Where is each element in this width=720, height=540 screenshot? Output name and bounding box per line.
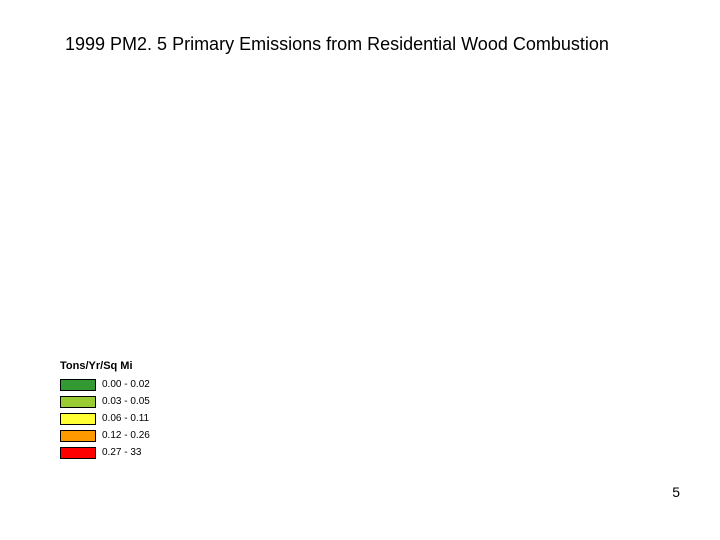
legend-label: 0.06 - 0.11 [102,413,149,424]
legend-swatch [60,379,96,391]
legend-label: 0.12 - 0.26 [102,430,150,441]
page-title: 1999 PM2. 5 Primary Emissions from Resid… [65,34,609,55]
legend-item: 0.03 - 0.05 [60,393,150,410]
legend-item: 0.06 - 0.11 [60,410,150,427]
legend-title: Tons/Yr/Sq Mi [60,360,150,372]
slide: 1999 PM2. 5 Primary Emissions from Resid… [0,0,720,540]
legend-swatch [60,447,96,459]
legend-label: 0.00 - 0.02 [102,379,150,390]
legend-swatch [60,413,96,425]
page-number: 5 [672,484,680,500]
legend: Tons/Yr/Sq Mi 0.00 - 0.02 0.03 - 0.05 0.… [60,360,150,461]
legend-label: 0.03 - 0.05 [102,396,150,407]
legend-item: 0.27 - 33 [60,444,150,461]
legend-label: 0.27 - 33 [102,447,141,458]
legend-item: 0.00 - 0.02 [60,376,150,393]
legend-item: 0.12 - 0.26 [60,427,150,444]
legend-swatch [60,396,96,408]
legend-swatch [60,430,96,442]
